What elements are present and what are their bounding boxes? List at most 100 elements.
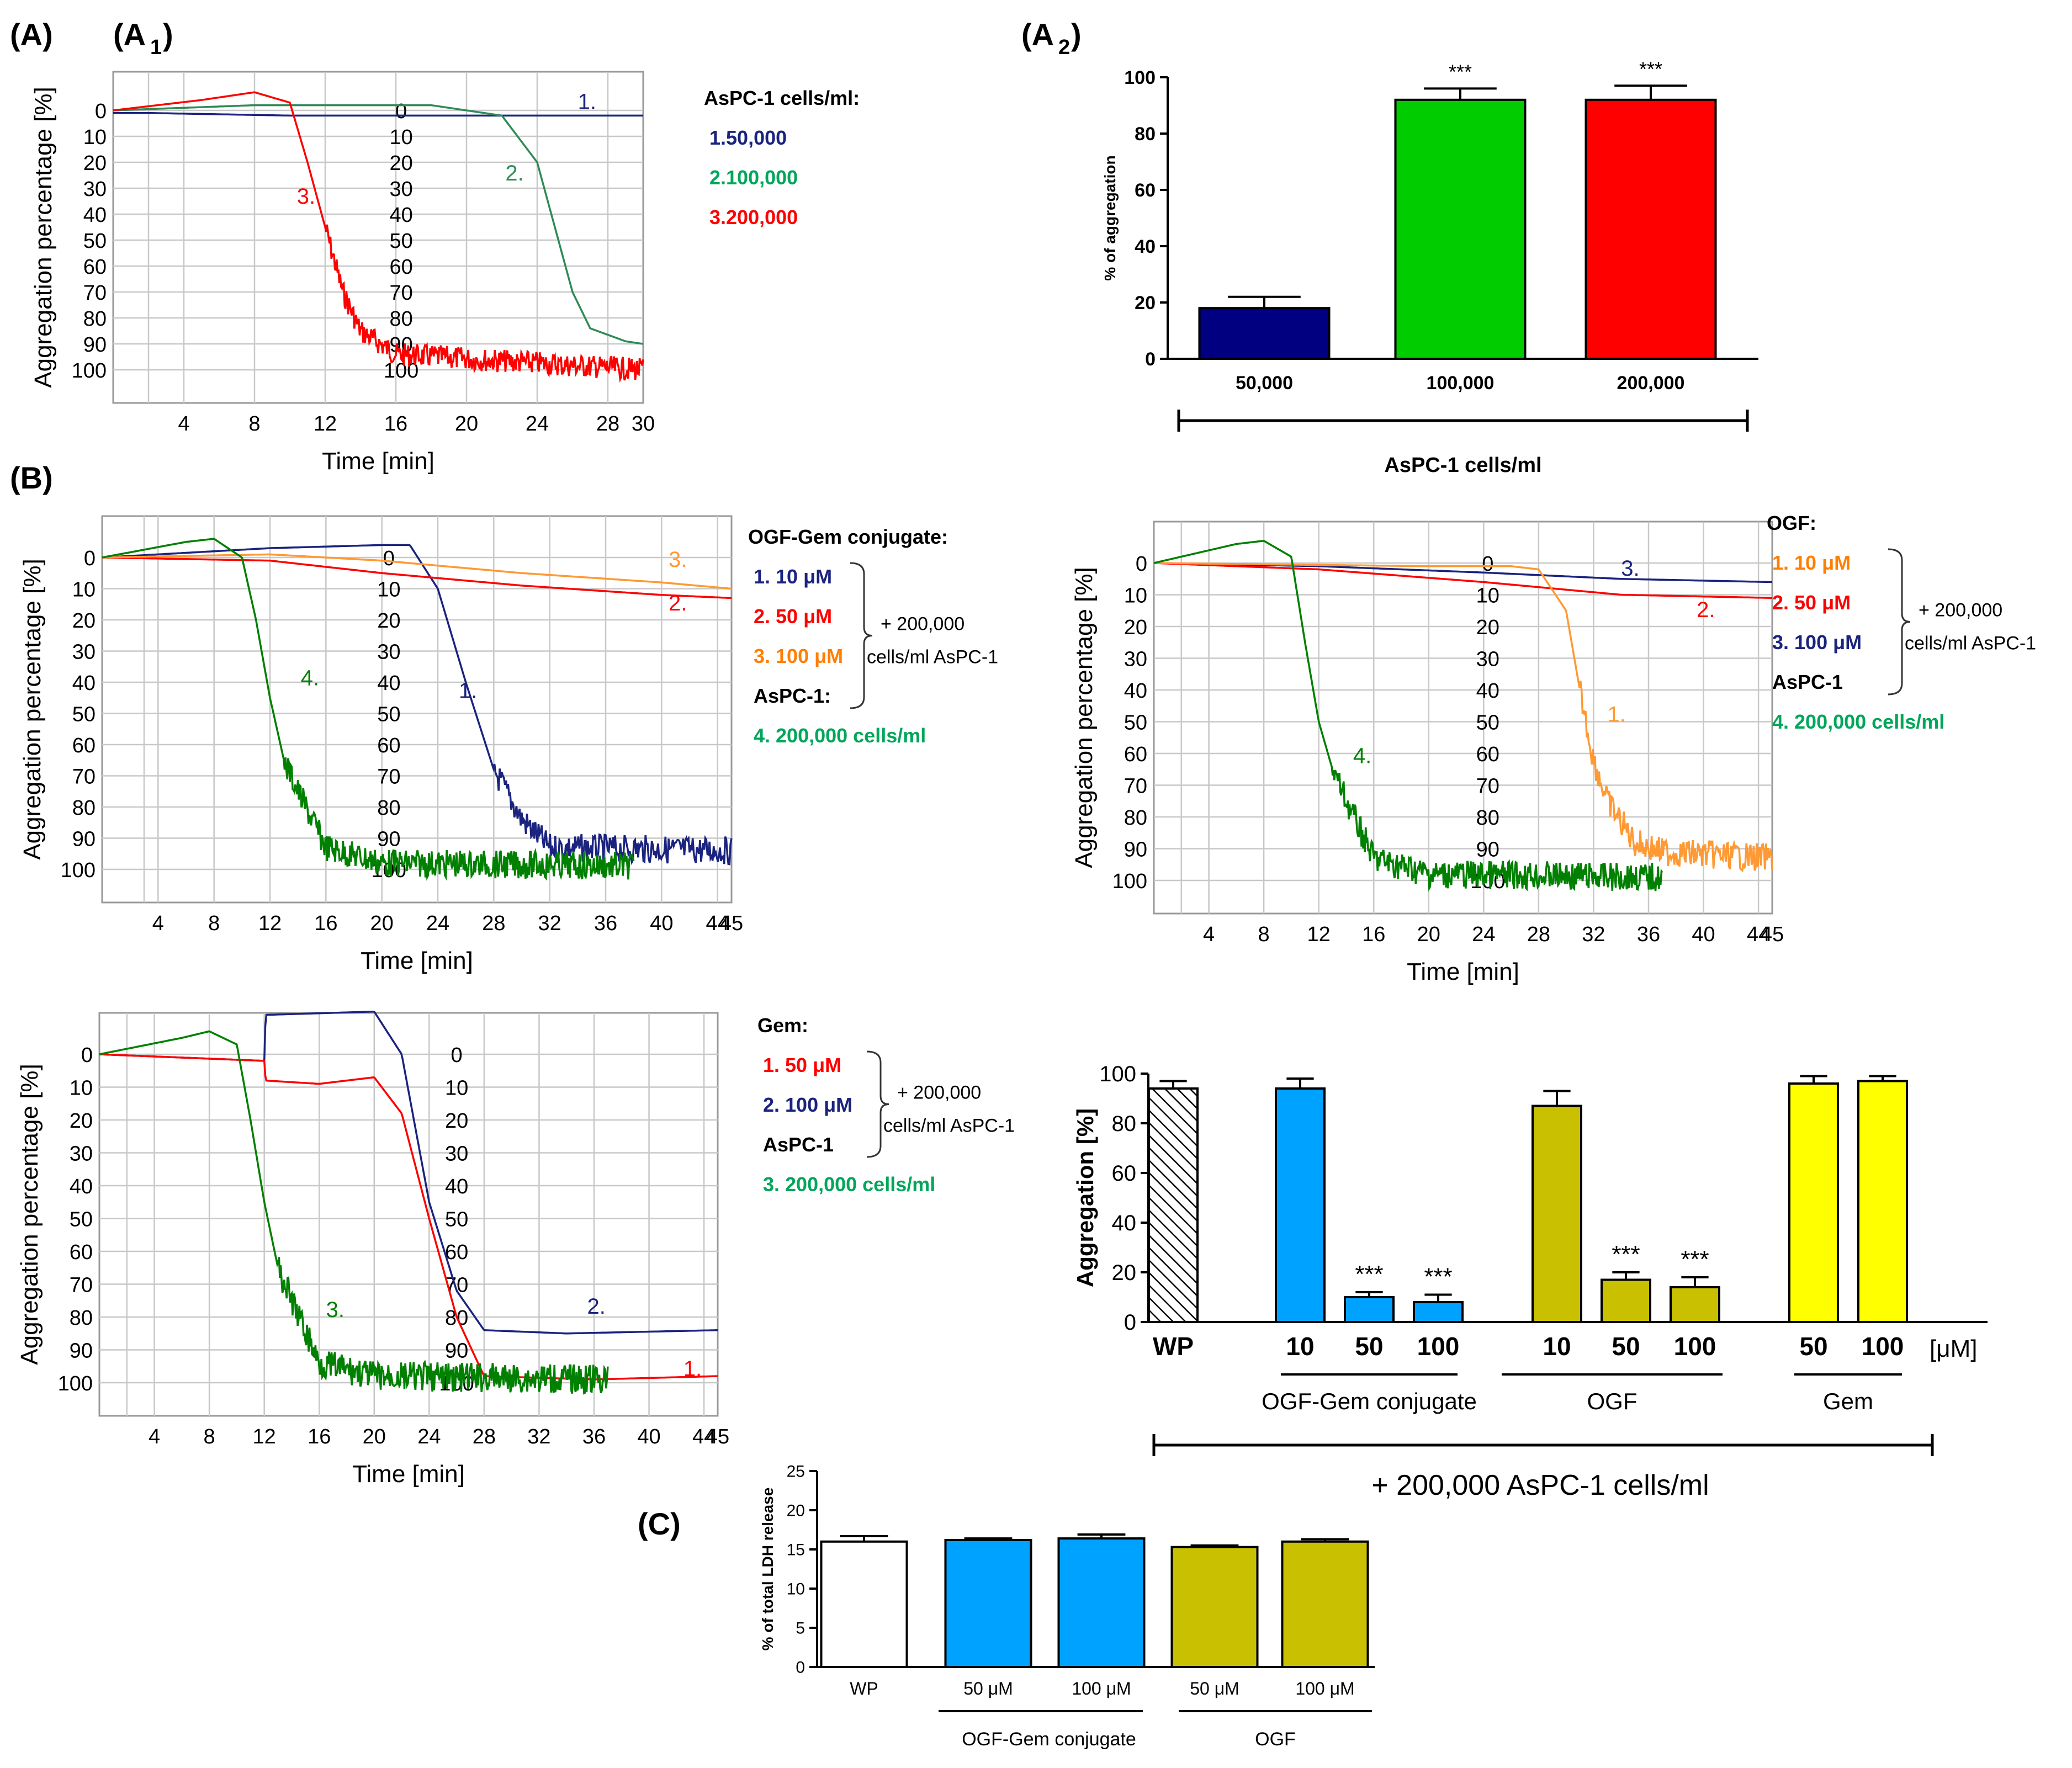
significance-marker: ***	[1639, 57, 1662, 80]
x-tick-label: 16	[384, 412, 407, 436]
x-tick-label: 12	[314, 412, 337, 436]
x-tick-label: 36	[594, 912, 617, 935]
y-tick-label: 50	[1124, 712, 1147, 735]
inner-tick-label: 0	[1482, 553, 1493, 576]
bracket-text: cells/ml AsPC-1	[883, 1116, 1015, 1137]
x-tick-label: 12	[258, 912, 282, 935]
panel-label-a2: (A 2 )	[1021, 17, 1082, 59]
y-tick-label: 20	[1135, 293, 1156, 314]
x-tick-label: 4	[149, 1425, 160, 1448]
legend-bracket	[866, 1050, 889, 1158]
series-label: 2.	[587, 1294, 606, 1319]
x-tick-label: 20	[455, 412, 478, 436]
chart-b3: 0102030405060708090100010203040506070809…	[16, 1010, 1015, 1488]
x-tick-label: 32	[1582, 923, 1605, 946]
category-label: 100 μM	[1295, 1679, 1354, 1698]
y-tick-label: 20	[1112, 1261, 1137, 1285]
significance-marker: ***	[1681, 1246, 1709, 1273]
x-tick-label: 8	[208, 912, 220, 935]
panel-label-a2-close: )	[1071, 17, 1082, 52]
y-tick-label: 15	[787, 1541, 805, 1559]
legend-item: 2. 50 μM	[754, 605, 832, 628]
bracket-text: + 200,000	[881, 614, 965, 635]
bar	[1148, 1087, 1199, 1323]
inner-tick-label: 60	[445, 1241, 468, 1264]
legend-item: 1. 50 μM	[763, 1054, 841, 1076]
x-tick-label: 45	[1761, 923, 1784, 946]
inner-tick-label: 100	[384, 359, 418, 383]
inner-tick-label: 70	[445, 1274, 468, 1297]
y-tick-label: 70	[83, 282, 107, 305]
y-tick-label: 30	[72, 641, 96, 664]
inner-tick-label: 70	[1476, 775, 1499, 798]
x-tick-label: 12	[253, 1425, 276, 1448]
inner-tick-label: 30	[377, 641, 400, 664]
y-tick-label: 40	[1124, 679, 1147, 703]
y-tick-label: 100	[1099, 1062, 1136, 1086]
bracket-text: cells/ml AsPC-1	[867, 647, 998, 668]
y-tick-label: 80	[70, 1307, 93, 1330]
x-tick-label: 4	[178, 412, 189, 436]
inner-tick-label: 60	[389, 256, 412, 279]
y-axis-title: % of aggregation	[1101, 155, 1119, 280]
bar	[820, 1540, 908, 1669]
bar	[944, 1538, 1032, 1668]
x-tick-label: 40	[650, 912, 673, 935]
bar	[1413, 1301, 1464, 1323]
series-line-3	[1154, 562, 1773, 873]
inner-tick-label: 20	[377, 609, 400, 633]
x-tick-label: 44	[692, 1425, 716, 1448]
x-tick-label: 16	[314, 912, 337, 935]
x-tick-label: 40	[1692, 923, 1715, 946]
inner-tick-label: 50	[1476, 712, 1499, 735]
y-tick-label: 0	[1136, 553, 1147, 576]
y-tick-label: 50	[72, 703, 96, 726]
bracket-text: cells/ml AsPC-1	[1905, 633, 2036, 654]
inner-tick-label: 0	[451, 1044, 463, 1067]
category-label: 200,000	[1617, 373, 1685, 394]
inner-tick-label: 30	[1476, 648, 1499, 671]
x-tick-label: 8	[248, 412, 260, 436]
y-tick-label: 100	[58, 1372, 93, 1395]
x-axis-title: AsPC-1 cells/ml	[1384, 454, 1541, 477]
group-label: OGF	[1255, 1729, 1296, 1750]
category-label: 50,000	[1236, 373, 1293, 394]
x-tick-label: 24	[1472, 923, 1495, 946]
x-tick-label: 4	[152, 912, 164, 935]
inner-tick-label: 40	[445, 1175, 468, 1198]
category-label: 50	[1355, 1332, 1383, 1361]
bar	[1788, 1082, 1839, 1323]
series-label: 4.	[1353, 744, 1371, 768]
series-label: 3.	[326, 1298, 345, 1322]
y-tick-label: 10	[787, 1580, 805, 1599]
legend-bracket	[1888, 548, 1911, 695]
inner-tick-label: 30	[389, 178, 412, 201]
category-label: 100 μM	[1072, 1679, 1131, 1698]
y-axis-title: Aggregation percentage [%]	[19, 559, 46, 860]
bar	[1857, 1080, 1908, 1323]
inner-tick-label: 90	[1476, 838, 1499, 862]
y-tick-label: 100	[61, 859, 96, 882]
x-tick-label: 24	[426, 912, 449, 935]
x-tick-label: 40	[637, 1425, 660, 1448]
series-line-4	[102, 538, 635, 881]
chart-b2: 0 10 20 30 40 50 60 70 80 90 100 0 10 20 30 40 50 60 70 80 9…	[1071, 512, 2036, 985]
series-line-3	[102, 553, 732, 590]
plot-frame	[98, 1012, 719, 1417]
panel-label-a1: (A 1 )	[113, 17, 173, 59]
inner-tick-label: 20	[1476, 616, 1499, 639]
inner-tick-label: 80	[377, 797, 400, 820]
inner-tick-label: 90	[445, 1340, 468, 1363]
category-label: 100	[1674, 1332, 1716, 1361]
y-tick-label: 80	[1135, 124, 1156, 145]
x-tick-label: 4	[1203, 923, 1215, 946]
legend-title: Gem:	[757, 1014, 808, 1037]
series-label: 1.	[459, 678, 477, 703]
legend-sub-item: 4. 200,000 cells/ml	[1772, 710, 1944, 733]
series-line-2	[1153, 562, 1773, 599]
x-tick-label: 32	[527, 1425, 550, 1448]
y-axis-title: Aggregation percentage [%]	[16, 1064, 43, 1365]
group-label: Gem	[1823, 1388, 1873, 1414]
inner-tick-label: 70	[377, 766, 400, 789]
inner-tick-label: 80	[389, 307, 412, 331]
